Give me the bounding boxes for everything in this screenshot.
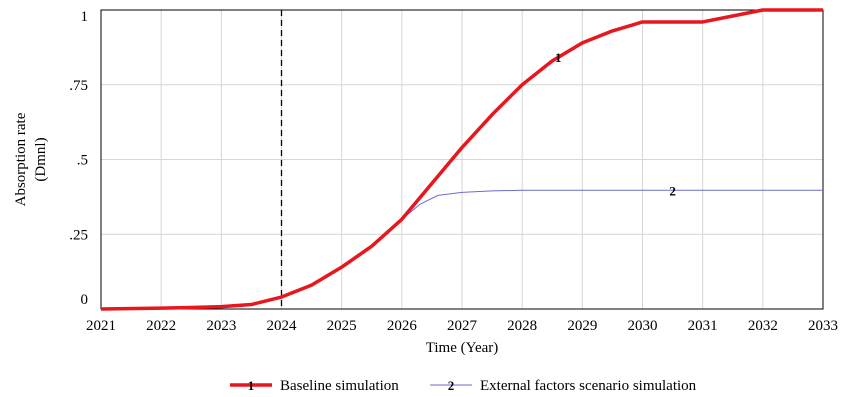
x-tick-label: 2022: [146, 318, 176, 334]
x-tick-label: 2021: [86, 318, 116, 334]
x-tick-label: 2025: [327, 318, 357, 334]
x-tick-label: 2029: [567, 318, 597, 334]
y-tick-label: 1: [81, 9, 89, 25]
grid: [100, 9, 824, 310]
y-axis-unit: (Dmnl): [33, 137, 49, 181]
x-tick-label: 2031: [688, 318, 718, 334]
x-tick-label: 2030: [628, 318, 658, 334]
x-tick-label: 2024: [267, 318, 298, 334]
y-axis-title: Absorption rate: [13, 112, 29, 206]
legend-label: External factors scenario simulation: [480, 378, 697, 394]
x-tick-label: 2026: [387, 318, 418, 334]
x-tick-label: 2027: [447, 318, 478, 334]
x-tick-label: 2033: [808, 318, 838, 334]
x-axis-title: Time (Year): [426, 340, 499, 356]
x-tick-label: 2032: [748, 318, 778, 334]
legend-label: Baseline simulation: [280, 378, 399, 394]
y-tick-label: 0: [81, 292, 89, 308]
series-marker-2: 2: [669, 183, 676, 198]
series-marker-1: 1: [555, 50, 562, 65]
y-tick-label: .75: [69, 78, 88, 94]
y-tick-label: .25: [69, 227, 88, 243]
legend: 1 Baseline simulation 2 External factors sc…: [230, 378, 697, 394]
plot-frame: [100, 9, 824, 310]
series-layer: 12: [100, 8, 823, 311]
legend-marker: 1: [248, 378, 255, 393]
x-tick-label: 2028: [507, 318, 537, 334]
legend-marker: 2: [448, 378, 455, 393]
y-tick-labels: 0 .25 .5 .75 1: [69, 9, 88, 308]
y-tick-label: .5: [77, 153, 88, 169]
series-line-baseline: [100, 8, 823, 311]
x-tick-label: 2023: [206, 318, 236, 334]
x-tick-labels: 2021 2022 2023 2024 2025 2026 2027 2028 2029 2030…: [86, 318, 838, 334]
